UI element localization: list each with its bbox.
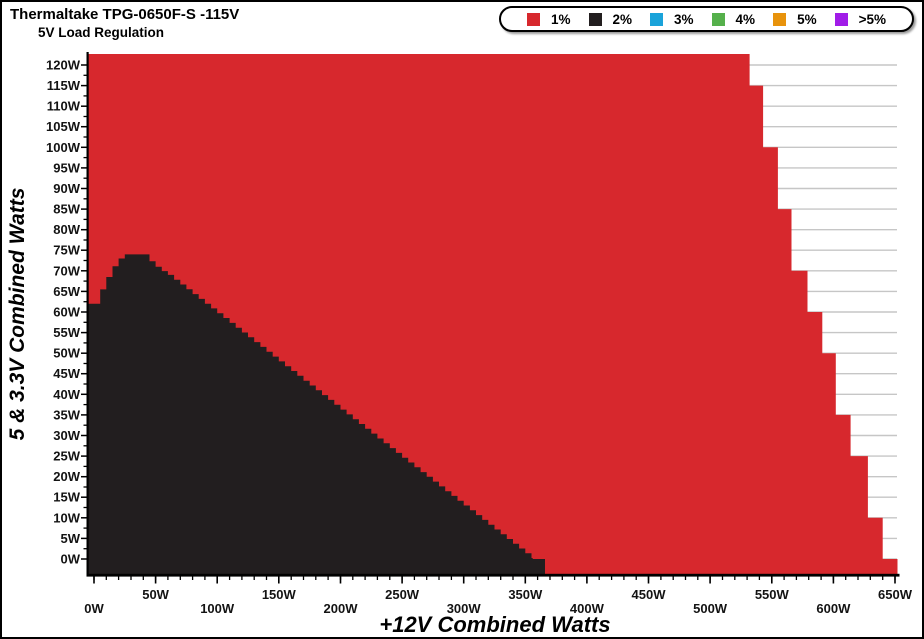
y-tick-label: 55W xyxy=(53,325,80,340)
y-axis-line xyxy=(86,52,89,577)
x-tick-label: 50W xyxy=(142,587,169,602)
y-tick-label: 40W xyxy=(53,387,80,402)
area-2pct xyxy=(87,254,545,575)
legend-item-3pct: 3% xyxy=(650,12,694,27)
legend-swatch xyxy=(527,12,540,26)
legend-swatch xyxy=(588,12,602,26)
legend-item-4pct: 4% xyxy=(711,11,756,27)
legend-swatch xyxy=(650,12,664,26)
y-tick-label: 80W xyxy=(53,222,80,237)
legend-item-1pct: 1% xyxy=(527,12,571,27)
legend: 1% 2% 3% 4% 5% >5% xyxy=(499,6,914,32)
y-tick-label: 120W xyxy=(46,58,81,73)
y-tick-label: 70W xyxy=(53,263,80,278)
y-tick-label: 60W xyxy=(53,305,80,320)
y-tick-label: 90W xyxy=(53,181,80,196)
x-tick-label: 150W xyxy=(262,587,297,602)
legend-swatch xyxy=(773,12,787,26)
y-tick-label: 50W xyxy=(53,346,80,361)
y-tick-label: 5W xyxy=(61,531,81,546)
y-tick-label: 95W xyxy=(53,160,80,175)
axes xyxy=(86,52,900,577)
x-tick-label: 250W xyxy=(385,587,420,602)
y-tick-label: 110W xyxy=(47,99,81,114)
x-axis-title: +12V Combined Watts xyxy=(379,612,611,637)
x-tick-label: 300W xyxy=(447,601,482,616)
x-ticks: 0W 50W 100W 150W 200W 250W 300W 350W 400W 450W 500… xyxy=(84,575,913,616)
legend-item-5pct: >5% xyxy=(834,11,886,27)
y-tick-label: 10W xyxy=(53,510,80,525)
y-tick-label: 15W xyxy=(53,490,80,505)
legend-label: >5% xyxy=(858,11,886,27)
y-tick-label: 30W xyxy=(53,428,80,443)
chart-title: Thermaltake TPG-0650F-S -115V xyxy=(10,6,240,23)
y-tick-label: 100W xyxy=(46,140,81,155)
x-axis-line xyxy=(86,573,900,577)
legend-swatch xyxy=(711,12,725,26)
x-tick-label: 500W xyxy=(693,601,728,616)
y-tick-label: 45W xyxy=(53,366,80,381)
legend-swatch xyxy=(834,12,848,26)
x-tick-label: 350W xyxy=(508,587,543,602)
legend-label: 3% xyxy=(674,11,694,27)
y-tick-label: 105W xyxy=(46,119,81,134)
y-axis-title: 5 & 3.3V Combined Watts xyxy=(6,187,29,441)
y-tick-label: 115W xyxy=(47,78,81,93)
y-tick-label: 35W xyxy=(53,407,80,422)
y-tick-label: 65W xyxy=(53,284,80,299)
legend-item-5pct: 5% xyxy=(773,12,817,27)
x-tick-label: 100W xyxy=(200,601,235,616)
y-tick-label: 0W xyxy=(61,552,81,567)
x-tick-label: 400W xyxy=(570,601,605,616)
y-tick-label: 20W xyxy=(53,469,80,484)
y-tick-label: 75W xyxy=(53,243,80,258)
x-tick-label: 650W xyxy=(878,587,913,602)
legend-label: 1% xyxy=(551,11,571,27)
legend-item-2pct: 2% xyxy=(588,11,633,27)
y-ticks: 0W 5W 10W 15W 20W 25W 30W 35W 40W 45W 50W 55W 60W 65W… xyxy=(46,58,87,567)
x-tick-label: 0W xyxy=(84,601,104,616)
x-tick-label: 550W xyxy=(755,587,790,602)
y-tick-label: 25W xyxy=(53,449,80,464)
x-tick-label: 600W xyxy=(816,601,851,616)
legend-label: 4% xyxy=(735,11,756,27)
chart-subtitle: 5V Load Regulation xyxy=(38,25,165,40)
x-tick-label: 200W xyxy=(324,601,359,616)
legend-label: 5% xyxy=(797,11,817,27)
legend-label: 2% xyxy=(612,11,633,27)
y-tick-label: 85W xyxy=(53,202,80,217)
x-tick-label: 450W xyxy=(632,587,667,602)
